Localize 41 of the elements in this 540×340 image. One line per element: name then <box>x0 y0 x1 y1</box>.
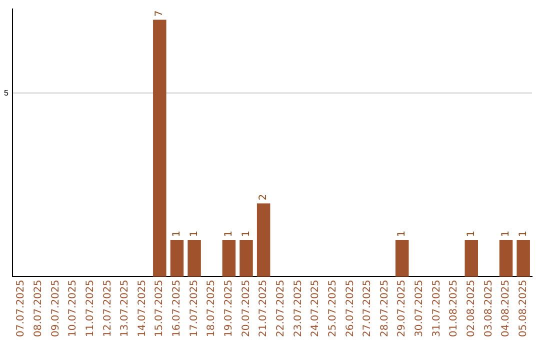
x-tick-label: 15.07.2025 <box>154 280 166 338</box>
x-tick-label: 16.07.2025 <box>172 280 183 338</box>
x-tick-label: 25.07.2025 <box>327 280 338 338</box>
x-tick-label: 13.07.2025 <box>120 280 131 338</box>
x-tick-label: 24.07.2025 <box>310 280 322 338</box>
x-tick-label: 18.07.2025 <box>206 280 218 338</box>
x-tick-label: 01.08.2025 <box>448 280 460 338</box>
x-tick-label: 05.08.2025 <box>518 280 529 338</box>
x-tick-label: 04.08.2025 <box>500 280 512 338</box>
data-label: 1 <box>500 230 512 238</box>
x-tick-label: 31.07.2025 <box>431 280 442 338</box>
data-label: 1 <box>188 230 200 238</box>
x-tick-label: 23.07.2025 <box>292 280 304 338</box>
x-tick-label: 11.07.2025 <box>84 280 96 338</box>
x-tick-label: 22.07.2025 <box>275 280 286 338</box>
x-tick-label: 17.07.2025 <box>188 280 200 338</box>
x-tick-label: 02.08.2025 <box>466 280 477 338</box>
x-tick-label: 30.07.2025 <box>414 280 426 338</box>
data-label: 7 <box>154 10 166 17</box>
x-tick-label: 07.07.2025 <box>16 280 27 338</box>
x-tick-label: 28.07.2025 <box>379 280 390 338</box>
data-label: 2 <box>258 194 270 200</box>
x-tick-label: 27.07.2025 <box>362 280 374 338</box>
x-tick-label: 29.07.2025 <box>396 280 408 338</box>
data-label: 1 <box>466 230 477 238</box>
data-label: 1 <box>396 230 408 238</box>
x-tick-label: 12.07.2025 <box>102 280 114 338</box>
x-tick-label: 09.07.2025 <box>50 280 62 338</box>
x-tick-label: 20.07.2025 <box>240 280 252 338</box>
x-tick-label: 08.07.2025 <box>33 280 44 338</box>
x-tick-label: 03.08.2025 <box>483 280 494 338</box>
x-tick-label: 26.07.2025 <box>344 280 356 338</box>
data-label: 1 <box>224 230 235 238</box>
data-label: 1 <box>518 230 529 238</box>
x-tick-label: 14.07.2025 <box>136 280 148 338</box>
x-tick-label: 10.07.2025 <box>68 280 79 338</box>
data-label: 1 <box>240 230 252 238</box>
data-label: 1 <box>172 230 183 238</box>
x-tick-label: 19.07.2025 <box>224 280 235 338</box>
x-tick-label: 21.07.2025 <box>258 280 270 338</box>
y-tick-label: 5 <box>4 88 9 98</box>
